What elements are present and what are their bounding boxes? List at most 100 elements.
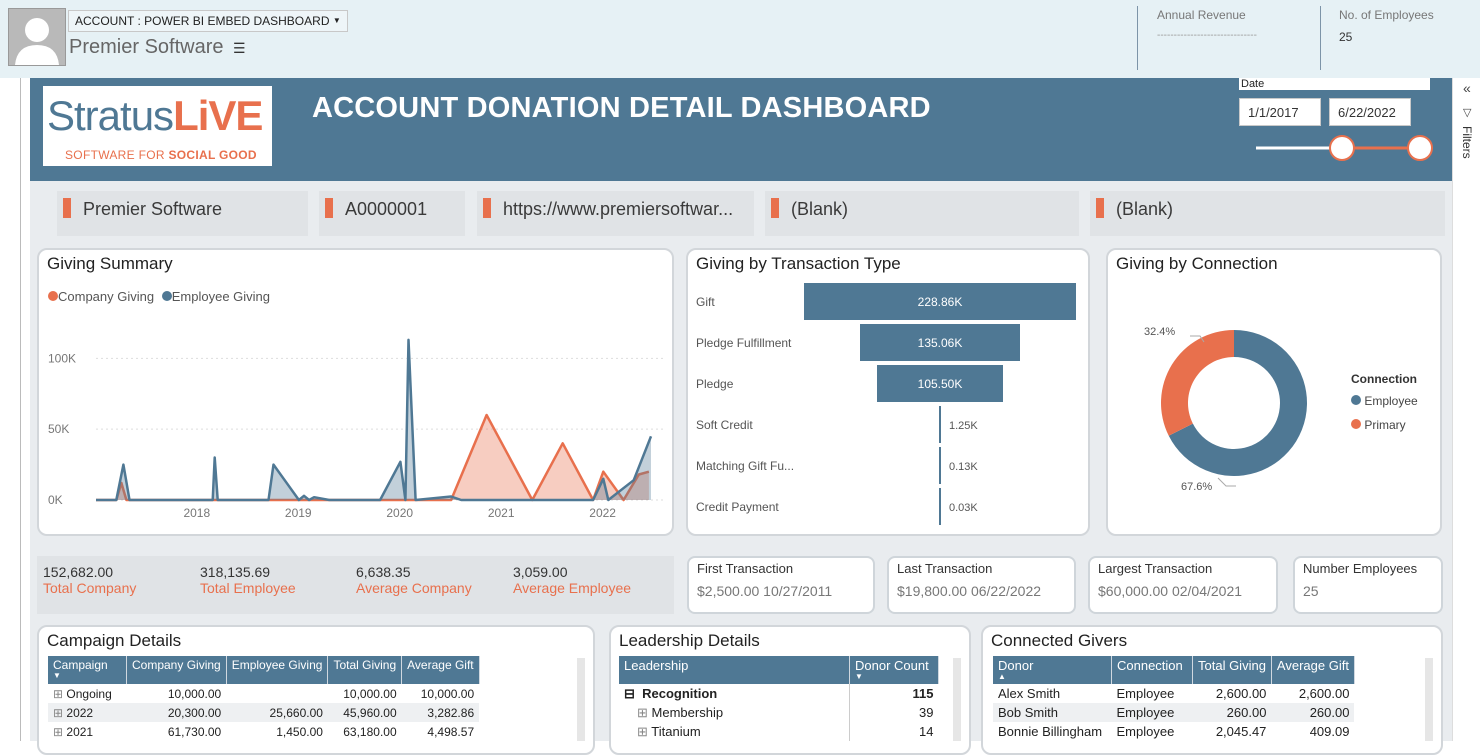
campaign-details-title: Campaign Details <box>47 631 182 650</box>
leadership-table[interactable]: Leadership Donor Count ▼ ⊟ Recognition 11… <box>619 656 939 741</box>
slider-start-handle[interactable] <box>1329 135 1355 161</box>
connected-table-wrap: Donor ▲ Connection Total Giving Average G… <box>993 656 1355 741</box>
x-tick-label: 2019 <box>285 506 312 520</box>
category-label: Matching Gift Fu... <box>696 459 795 473</box>
expand-icon[interactable]: ⊞ <box>53 705 64 720</box>
table-row[interactable]: Bob Smith Employee 260.00 260.00 <box>993 703 1355 722</box>
table-row[interactable]: ⊞ Titanium 14 <box>619 722 939 741</box>
kpi-text: https://www.premiersoftwar... <box>503 199 734 219</box>
funnel-bar[interactable] <box>859 324 1021 361</box>
expand-icon[interactable]: ⊞ <box>53 724 64 739</box>
card-value: $2,500.00 10/27/2011 <box>697 583 833 599</box>
giving-summary-card[interactable]: Giving Summary <box>37 248 674 536</box>
category-label: Gift <box>696 295 715 309</box>
connected-givers-card[interactable]: Connected Givers <box>981 625 1443 755</box>
kpi-account-number: A0000001 <box>319 191 465 236</box>
column-header-donor[interactable]: Donor ▲ <box>993 656 1112 684</box>
category-label: Credit Payment <box>696 500 779 514</box>
slider-end-handle[interactable] <box>1407 135 1433 161</box>
data-label: 0.13K <box>949 461 978 473</box>
donut-slice[interactable] <box>1161 330 1234 436</box>
campaign-table-wrap: Campaign ▼ Company Giving Employee Giving… <box>48 656 480 741</box>
giving-summary-title: Giving Summary <box>47 254 173 273</box>
legend-label-employee: Employee Giving <box>171 289 271 304</box>
column-header-employee-giving[interactable]: Employee Giving <box>226 656 329 684</box>
date-start-input[interactable]: 1/1/2017 <box>1239 98 1321 126</box>
funnel-bar[interactable] <box>939 488 941 525</box>
connection-donut-chart[interactable] <box>1130 310 1340 500</box>
total-label: Average Employee <box>513 580 632 596</box>
totals-strip <box>37 556 674 614</box>
account-form-selector[interactable]: ACCOUNT : POWER BI EMBED DASHBOARD ▼ <box>68 10 348 32</box>
column-header-total-giving[interactable]: Total Giving <box>1192 656 1272 684</box>
legend-label-company: Company Giving <box>58 289 155 304</box>
kpi-blank-1: (Blank) <box>765 191 1079 236</box>
filters-label: Filters <box>1460 126 1474 159</box>
funnel-bar[interactable] <box>939 406 941 443</box>
annual-revenue-value[interactable]: ------------------------------ <box>1157 30 1257 41</box>
employees-value[interactable]: 25 <box>1339 30 1353 44</box>
campaign-table[interactable]: Campaign ▼ Company Giving Employee Giving… <box>48 656 480 741</box>
column-header-average-gift[interactable]: Average Gift <box>401 656 480 684</box>
column-header-total-giving[interactable]: Total Giving <box>327 656 403 684</box>
series-area[interactable] <box>96 415 649 500</box>
table-row[interactable]: ⊞ 2021 61,730.00 1,450.00 63,180.00 4,498.5… <box>53 724 475 739</box>
list-menu-icon[interactable]: ☰ <box>233 40 246 56</box>
data-label: 228.86K <box>917 295 963 309</box>
funnel-bar[interactable] <box>877 365 1003 402</box>
campaign-scrollbar[interactable] <box>577 658 585 741</box>
employees-label: No. of Employees <box>1339 8 1434 22</box>
table-row[interactable]: ⊞ Membership 39 <box>619 703 939 722</box>
series-line[interactable] <box>96 338 653 502</box>
column-header-connection[interactable]: Connection <box>1111 656 1193 684</box>
total-value: 3,059.00 <box>513 564 568 580</box>
donut-label-primary: 32.4% <box>1144 326 1176 338</box>
giving-summary-chart[interactable]: 0K 50K 100K 2018 2019 2020 2021 2022 <box>40 320 670 525</box>
funnel-bar[interactable] <box>804 283 1076 320</box>
table-row[interactable]: ⊟ Recognition 115 <box>619 684 939 703</box>
date-end-input[interactable]: 6/22/2022 <box>1329 98 1411 126</box>
column-header-donor-count[interactable]: Donor Count ▼ <box>849 656 939 684</box>
donut-label-employee: 67.6% <box>1181 481 1213 493</box>
x-tick-label: 2020 <box>386 506 413 520</box>
table-row[interactable]: ⊞ Ongoing 10,000.00 10,000.00 10,000.00 <box>53 686 475 701</box>
giving-summary-legend: Company Giving Employee Giving <box>48 289 270 304</box>
connection-title: Giving by Connection <box>1116 254 1278 273</box>
filters-pane[interactable]: « ▽ Filters <box>1452 78 1480 741</box>
average-employee: 3,059.00 Average Employee <box>513 564 631 596</box>
card-title: Last Transaction <box>897 561 993 576</box>
data-label: 135.06K <box>917 336 963 350</box>
column-header-company-giving[interactable]: Company Giving <box>126 656 227 684</box>
funnel-bar[interactable] <box>939 447 941 484</box>
leadership-scrollbar[interactable] <box>953 658 961 741</box>
expand-icon[interactable]: ⊞ <box>637 704 648 720</box>
expand-icon[interactable]: ⊞ <box>637 723 648 739</box>
table-row[interactable]: Alex Smith Employee 2,600.00 2,600.00 <box>998 686 1350 701</box>
logo-tagline-b: SOCIAL GOOD <box>168 148 257 162</box>
donut-slice[interactable] <box>1168 330 1307 476</box>
account-avatar <box>8 8 66 66</box>
column-header-average-gift[interactable]: Average Gift <box>1271 656 1355 684</box>
table-row[interactable]: Bonnie Billingham Employee 2,045.47 409.09 <box>998 724 1350 739</box>
stratuslive-logo: StratusLiVE SOFTWARE FOR SOCIAL GOOD <box>43 86 272 166</box>
leadership-table-wrap: Leadership Donor Count ▼ ⊟ Recognition 11… <box>619 656 939 741</box>
campaign-details-card[interactable]: Campaign Details <box>37 625 595 755</box>
connected-scrollbar[interactable] <box>1425 658 1433 741</box>
logo-word-a: Stratus <box>47 92 174 139</box>
collapse-icon[interactable]: « <box>1463 80 1471 96</box>
column-header-campaign[interactable]: Campaign ▼ <box>48 656 127 684</box>
person-icon <box>15 18 59 65</box>
data-label: 1.25K <box>949 420 978 432</box>
header-divider <box>1320 6 1321 70</box>
data-label: 0.03K <box>949 502 978 514</box>
x-tick-label: 2022 <box>589 506 616 520</box>
date-slicer-label: Date <box>1239 78 1430 90</box>
connected-table[interactable]: Donor ▲ Connection Total Giving Average G… <box>993 656 1355 741</box>
kpi-text: Premier Software <box>83 199 223 219</box>
collapse-row-icon[interactable]: ⊟ <box>624 685 635 701</box>
column-header-leadership[interactable]: Leadership <box>619 656 850 684</box>
table-row[interactable]: ⊞ 2022 20,300.00 25,660.00 45,960.00 3,282.… <box>48 703 480 722</box>
date-range-slider[interactable] <box>1250 132 1440 164</box>
expand-icon[interactable]: ⊞ <box>53 686 64 701</box>
largest-transaction-card: Largest Transaction $60,000.00 02/04/2021 <box>1088 556 1278 614</box>
